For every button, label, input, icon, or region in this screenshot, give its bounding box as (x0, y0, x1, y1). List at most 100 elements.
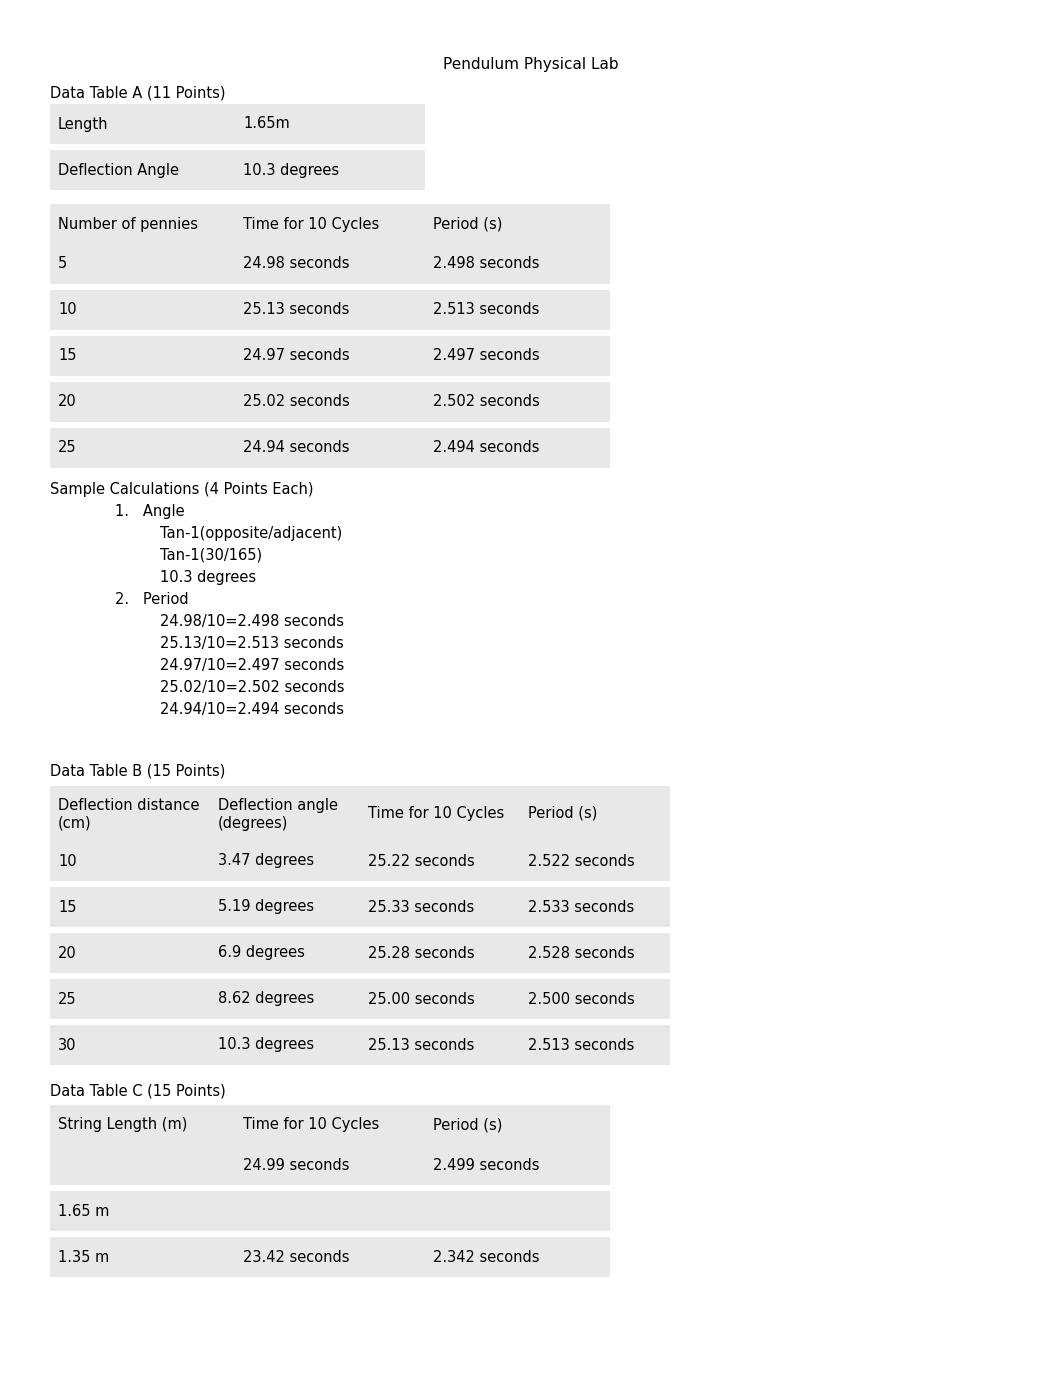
Bar (50, 934, 210, 974)
Bar (50, 887, 210, 927)
Text: Tan-1(30/165): Tan-1(30/165) (160, 548, 262, 563)
Text: 10.3 degrees: 10.3 degrees (160, 570, 256, 585)
Bar (235, 1191, 425, 1231)
Bar (50, 204, 235, 244)
Bar (50, 1024, 210, 1064)
Bar (235, 1146, 425, 1186)
Bar (360, 1024, 520, 1064)
Text: Sample Calculations (4 Points Each): Sample Calculations (4 Points Each) (50, 482, 313, 497)
Text: 25: 25 (58, 991, 76, 1007)
Bar (235, 336, 425, 376)
Text: 25.33 seconds: 25.33 seconds (369, 899, 475, 914)
Text: Data Table C (15 Points): Data Table C (15 Points) (50, 1082, 226, 1097)
Bar (360, 841, 520, 881)
Text: 2.513 seconds: 2.513 seconds (528, 1037, 634, 1052)
Text: Period (s): Period (s) (528, 806, 597, 821)
Bar (210, 1024, 360, 1064)
Text: 10.3 degrees: 10.3 degrees (243, 162, 339, 178)
Text: 1.35 m: 1.35 m (58, 1249, 109, 1264)
Text: String Length (m): String Length (m) (58, 1118, 187, 1132)
Bar (50, 428, 235, 468)
Text: 30: 30 (58, 1037, 76, 1052)
Bar (50, 105, 235, 145)
Text: Time for 10 Cycles: Time for 10 Cycles (243, 216, 379, 231)
Bar (50, 979, 210, 1019)
Bar (210, 934, 360, 974)
Text: 23.42 seconds: 23.42 seconds (243, 1249, 349, 1264)
Text: Number of pennies: Number of pennies (58, 216, 198, 231)
Text: Data Table B (15 Points): Data Table B (15 Points) (50, 764, 225, 779)
Text: 25.02/10=2.502 seconds: 25.02/10=2.502 seconds (160, 680, 344, 695)
Text: 2.522 seconds: 2.522 seconds (528, 854, 635, 869)
Text: 2.499 seconds: 2.499 seconds (433, 1158, 539, 1172)
Text: Deflection angle: Deflection angle (218, 799, 338, 812)
Text: 10: 10 (58, 303, 76, 318)
Text: 25.22 seconds: 25.22 seconds (369, 854, 475, 869)
Text: 15: 15 (58, 899, 76, 914)
Bar (425, 1191, 610, 1231)
Bar (360, 786, 520, 841)
Text: 10: 10 (58, 854, 76, 869)
Bar (520, 786, 670, 841)
Text: 25.28 seconds: 25.28 seconds (369, 946, 475, 961)
Text: 24.97/10=2.497 seconds: 24.97/10=2.497 seconds (160, 658, 344, 673)
Text: 24.94 seconds: 24.94 seconds (243, 441, 349, 456)
Text: (degrees): (degrees) (218, 817, 289, 830)
Bar (360, 979, 520, 1019)
Text: 2.   Period: 2. Period (115, 592, 189, 607)
Text: 2.497 seconds: 2.497 seconds (433, 348, 539, 364)
Text: Tan-1(opposite/adjacent): Tan-1(opposite/adjacent) (160, 526, 342, 541)
Text: Time for 10 Cycles: Time for 10 Cycles (369, 806, 504, 821)
Bar (210, 979, 360, 1019)
Bar (210, 841, 360, 881)
Text: 2.513 seconds: 2.513 seconds (433, 303, 539, 318)
Bar (50, 150, 235, 190)
Bar (235, 105, 425, 145)
Bar (235, 150, 425, 190)
Text: 2.498 seconds: 2.498 seconds (433, 256, 539, 271)
Text: 1.65m: 1.65m (243, 117, 290, 131)
Text: 2.494 seconds: 2.494 seconds (433, 441, 539, 456)
Bar (425, 291, 610, 330)
Text: 24.98/10=2.498 seconds: 24.98/10=2.498 seconds (160, 614, 344, 629)
Text: 25.00 seconds: 25.00 seconds (369, 991, 475, 1007)
Bar (210, 786, 360, 841)
Text: 24.97 seconds: 24.97 seconds (243, 348, 349, 364)
Bar (235, 204, 425, 244)
Bar (235, 1237, 425, 1276)
Text: 20: 20 (58, 394, 76, 409)
Text: 8.62 degrees: 8.62 degrees (218, 991, 314, 1007)
Bar (50, 1237, 235, 1276)
Text: 25.02 seconds: 25.02 seconds (243, 394, 349, 409)
Text: Deflection distance: Deflection distance (58, 799, 200, 812)
Text: 1.   Angle: 1. Angle (115, 504, 185, 519)
Bar (235, 428, 425, 468)
Bar (50, 336, 235, 376)
Bar (50, 1104, 235, 1146)
Bar (425, 381, 610, 421)
Bar (50, 1191, 235, 1231)
Bar (520, 841, 670, 881)
Text: (cm): (cm) (58, 817, 91, 830)
Text: 2.533 seconds: 2.533 seconds (528, 899, 634, 914)
Bar (425, 244, 610, 284)
Text: Period (s): Period (s) (433, 216, 502, 231)
Text: 2.500 seconds: 2.500 seconds (528, 991, 635, 1007)
Text: 6.9 degrees: 6.9 degrees (218, 946, 305, 961)
Bar (520, 1024, 670, 1064)
Bar (425, 1237, 610, 1276)
Bar (50, 841, 210, 881)
Text: 2.342 seconds: 2.342 seconds (433, 1249, 539, 1264)
Bar (210, 887, 360, 927)
Text: 1.65 m: 1.65 m (58, 1203, 109, 1219)
Bar (520, 934, 670, 974)
Text: 20: 20 (58, 946, 76, 961)
Text: 24.98 seconds: 24.98 seconds (243, 256, 349, 271)
Bar (235, 244, 425, 284)
Bar (50, 291, 235, 330)
Text: 2.502 seconds: 2.502 seconds (433, 394, 539, 409)
Text: 3.47 degrees: 3.47 degrees (218, 854, 314, 869)
Bar (425, 204, 610, 244)
Text: 10.3 degrees: 10.3 degrees (218, 1037, 314, 1052)
Bar (425, 1104, 610, 1146)
